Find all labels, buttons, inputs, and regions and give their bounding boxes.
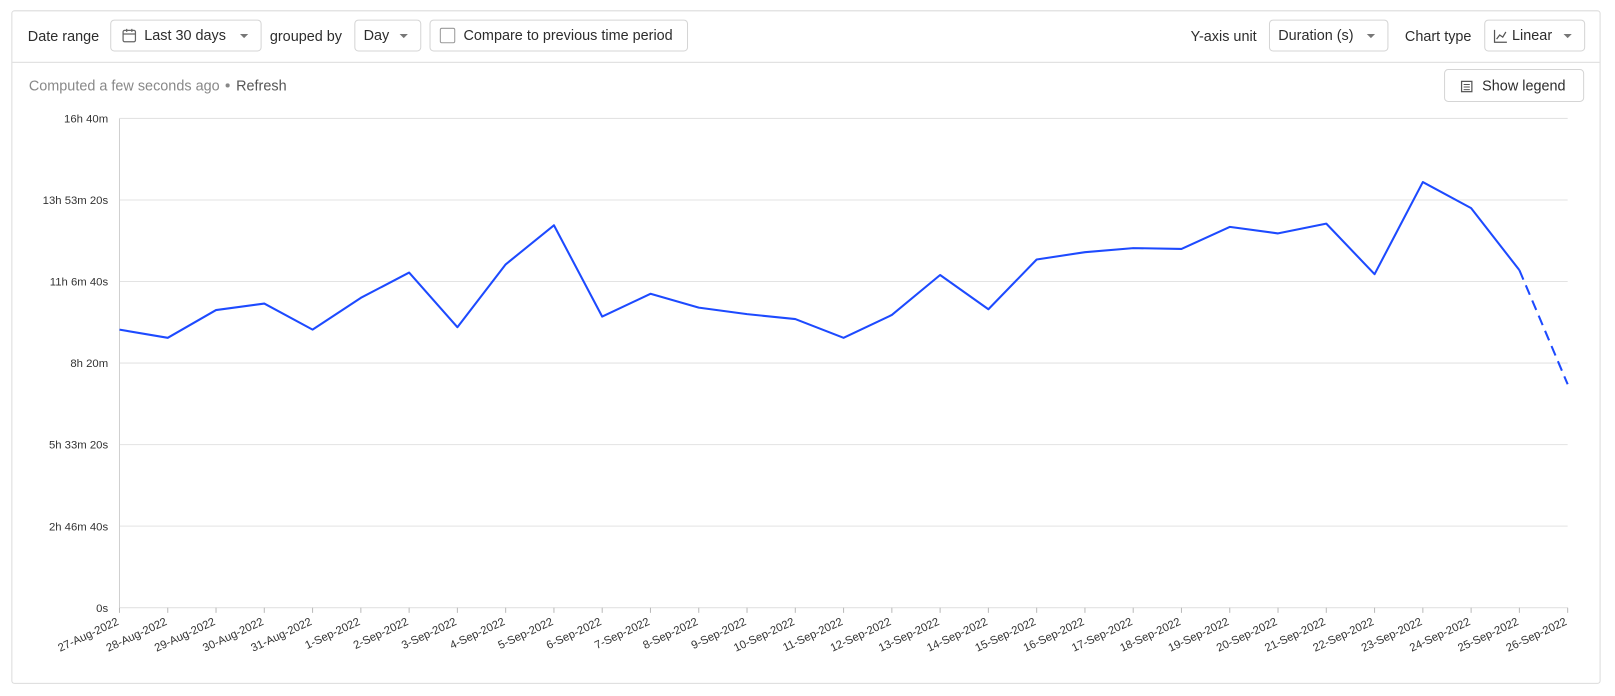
toolbar: Date range Last 30 days grouped by Day C… — [12, 11, 1600, 63]
chart-type-label: Chart type — [1404, 27, 1472, 45]
y-tick-label: 8h 20m — [70, 358, 108, 370]
y-tick-label: 0s — [96, 603, 108, 615]
compare-checkbox[interactable]: Compare to previous time period — [429, 19, 689, 52]
separator — [225, 83, 230, 88]
y-axis-unit-label: Y-axis unit — [1190, 27, 1257, 45]
y-axis-unit-select[interactable]: Duration (s) — [1268, 19, 1389, 52]
calendar-icon — [122, 28, 137, 43]
status-line: Computed a few seconds ago Refresh — [29, 77, 287, 93]
y-tick-label: 11h 6m 40s — [50, 277, 109, 289]
date-range-value: Last 30 days — [144, 26, 226, 44]
date-range-select[interactable]: Last 30 days — [110, 19, 262, 52]
y-tick-label: 2h 46m 40s — [49, 521, 109, 533]
refresh-link[interactable]: Refresh — [236, 77, 287, 94]
y-axis-unit-value: Duration (s) — [1278, 26, 1354, 44]
insight-panel: Date range Last 30 days grouped by Day C… — [11, 10, 1601, 684]
compare-label: Compare to previous time period — [463, 26, 673, 44]
y-tick-label: 13h 53m 20s — [43, 195, 109, 207]
chart-icon — [1493, 29, 1507, 43]
chart-type-select[interactable]: Linear — [1484, 19, 1586, 52]
chart-type-value: Linear — [1512, 26, 1553, 44]
incomplete-segment — [1518, 269, 1569, 385]
computed-text: Computed a few seconds ago — [28, 77, 220, 94]
grouped-by-label: grouped by — [269, 27, 343, 45]
checkbox — [439, 27, 456, 44]
legend-icon — [1460, 80, 1473, 93]
show-legend-text: Show legend — [1482, 77, 1566, 94]
show-legend-button[interactable]: Show legend — [1444, 69, 1585, 102]
y-tick-label: 5h 33m 20s — [49, 440, 109, 452]
interval-select[interactable]: Day — [354, 19, 422, 52]
y-tick-label: 16h 40m — [64, 114, 108, 126]
date-range-label: Date range — [27, 27, 100, 45]
interval-value: Day — [363, 26, 390, 44]
line-series — [119, 181, 1521, 339]
